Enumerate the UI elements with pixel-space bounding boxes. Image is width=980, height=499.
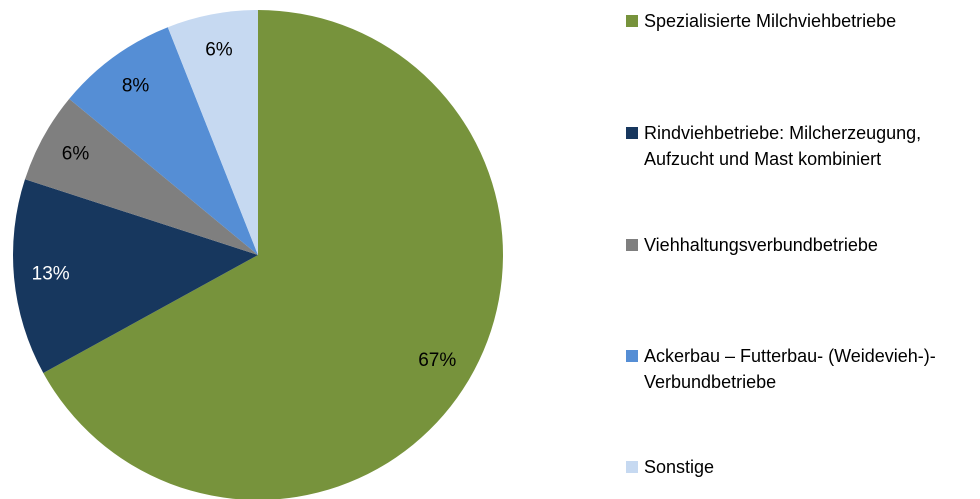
- pie-slice: [43, 10, 503, 499]
- pie-slice: [167, 10, 258, 255]
- pie: 67% 13% 6% 8% 6%: [13, 10, 503, 499]
- legend-swatch: [626, 127, 638, 139]
- legend-item: Rindviehbetriebe: Milcherzeugung, Aufzuc…: [626, 120, 980, 172]
- legend-label: Rindviehbetriebe: Milcherzeugung, Aufzuc…: [644, 123, 922, 169]
- legend-swatch: [626, 15, 638, 27]
- legend-swatch: [626, 239, 638, 251]
- legend-swatch: [626, 350, 638, 362]
- legend-item: Sonstige: [626, 454, 980, 480]
- legend-item: Viehhaltungsverbundbetriebe: [626, 232, 980, 258]
- legend-item: Spezialisierte Milchviehbetriebe: [626, 8, 980, 34]
- legend-label: Spezialisierte Milchviehbetriebe: [644, 11, 897, 31]
- data-label: 67%: [418, 350, 456, 371]
- legend-label: Viehhaltungsverbundbetriebe: [644, 235, 878, 255]
- legend-label: Ackerbau – Futterbau- (Weidevieh-)-Verbu…: [644, 346, 936, 392]
- pie-slice: [13, 179, 259, 374]
- data-label: 13%: [32, 264, 70, 285]
- pie-slice: [24, 98, 259, 256]
- data-label: 8%: [122, 76, 150, 97]
- legend-swatch: [626, 461, 638, 473]
- pie-slice: [69, 27, 258, 256]
- data-label: 6%: [205, 39, 233, 60]
- legend-label: Sonstige: [644, 457, 715, 477]
- data-label: 6%: [62, 144, 90, 165]
- legend-item: Ackerbau – Futterbau- (Weidevieh-)-Verbu…: [626, 343, 980, 395]
